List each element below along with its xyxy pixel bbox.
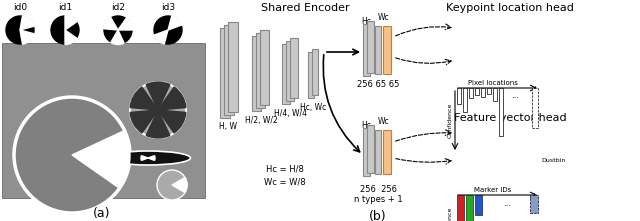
Text: ...: ... xyxy=(503,198,511,208)
Bar xyxy=(530,195,538,213)
Text: (b): (b) xyxy=(369,210,387,221)
Bar xyxy=(487,88,491,94)
Text: Hc, Wc: Hc, Wc xyxy=(300,103,326,112)
Wedge shape xyxy=(141,156,148,160)
Bar xyxy=(367,125,374,173)
Text: Keypoint location head: Keypoint location head xyxy=(446,3,574,13)
Text: Hc: Hc xyxy=(361,121,371,130)
Bar xyxy=(2,43,205,198)
Ellipse shape xyxy=(106,151,191,165)
Bar xyxy=(383,130,391,174)
Wedge shape xyxy=(172,177,187,192)
Text: Hc = H/8
Wc = W/8: Hc = H/8 Wc = W/8 xyxy=(264,165,306,187)
Bar xyxy=(363,128,370,176)
Wedge shape xyxy=(168,16,182,30)
Bar xyxy=(457,195,464,221)
Wedge shape xyxy=(111,30,124,44)
Bar xyxy=(228,22,238,112)
Circle shape xyxy=(104,16,132,44)
Wedge shape xyxy=(65,30,77,44)
Text: H, W: H, W xyxy=(219,122,237,131)
Text: Shared Encoder: Shared Encoder xyxy=(260,3,349,13)
Circle shape xyxy=(14,97,130,213)
Text: Confidence: Confidence xyxy=(448,206,453,221)
Circle shape xyxy=(6,16,34,44)
Wedge shape xyxy=(146,82,170,110)
Wedge shape xyxy=(65,15,77,30)
Wedge shape xyxy=(130,110,158,133)
Bar xyxy=(375,26,381,74)
Wedge shape xyxy=(148,156,155,160)
Text: Marker IDs: Marker IDs xyxy=(474,187,511,193)
Bar xyxy=(252,36,261,111)
Circle shape xyxy=(154,16,182,44)
Bar xyxy=(493,88,497,101)
Text: Confidence: Confidence xyxy=(448,103,453,138)
Bar xyxy=(363,24,370,76)
Bar xyxy=(463,88,467,112)
Bar xyxy=(475,88,479,95)
Text: id0: id0 xyxy=(13,3,27,12)
Text: id2: id2 xyxy=(111,3,125,12)
Circle shape xyxy=(51,16,79,44)
Wedge shape xyxy=(72,130,130,188)
Wedge shape xyxy=(104,17,118,30)
Bar xyxy=(466,195,473,221)
Bar xyxy=(220,28,230,118)
Wedge shape xyxy=(130,87,158,110)
Wedge shape xyxy=(154,30,168,44)
Text: Pixel locations: Pixel locations xyxy=(468,80,517,86)
Circle shape xyxy=(157,170,187,200)
Bar xyxy=(282,44,290,104)
Text: Hc: Hc xyxy=(361,17,371,26)
Bar xyxy=(469,88,473,98)
Bar xyxy=(475,195,482,215)
Bar xyxy=(224,25,234,115)
Text: 256  256: 256 256 xyxy=(360,185,397,194)
Wedge shape xyxy=(146,110,170,138)
Bar xyxy=(457,88,461,104)
Circle shape xyxy=(130,82,186,138)
Bar xyxy=(308,52,314,98)
Bar xyxy=(367,21,374,73)
Text: H/4, W/4: H/4, W/4 xyxy=(273,109,307,118)
Text: id1: id1 xyxy=(58,3,72,12)
Wedge shape xyxy=(118,18,132,30)
Bar xyxy=(260,30,269,105)
Bar xyxy=(532,88,538,128)
Wedge shape xyxy=(20,30,34,44)
Bar xyxy=(383,26,391,74)
Text: Dustbin: Dustbin xyxy=(541,158,565,163)
Bar xyxy=(256,33,265,108)
Text: Wc: Wc xyxy=(378,13,390,22)
Wedge shape xyxy=(20,16,34,30)
Text: n types + 1: n types + 1 xyxy=(354,195,403,204)
Bar xyxy=(499,88,503,136)
Wedge shape xyxy=(158,87,186,110)
Bar xyxy=(481,88,485,97)
Wedge shape xyxy=(158,110,186,133)
Bar xyxy=(375,130,381,174)
Bar xyxy=(286,41,294,101)
Text: (a): (a) xyxy=(93,207,111,220)
Text: 256 65 65: 256 65 65 xyxy=(357,80,399,89)
Text: id3: id3 xyxy=(161,3,175,12)
Text: H/2, W/2: H/2, W/2 xyxy=(244,116,277,125)
Bar xyxy=(312,49,318,95)
Text: Wc: Wc xyxy=(378,117,390,126)
Bar xyxy=(290,38,298,98)
Text: Feature vector head: Feature vector head xyxy=(454,113,566,123)
Text: ...: ... xyxy=(511,91,519,101)
